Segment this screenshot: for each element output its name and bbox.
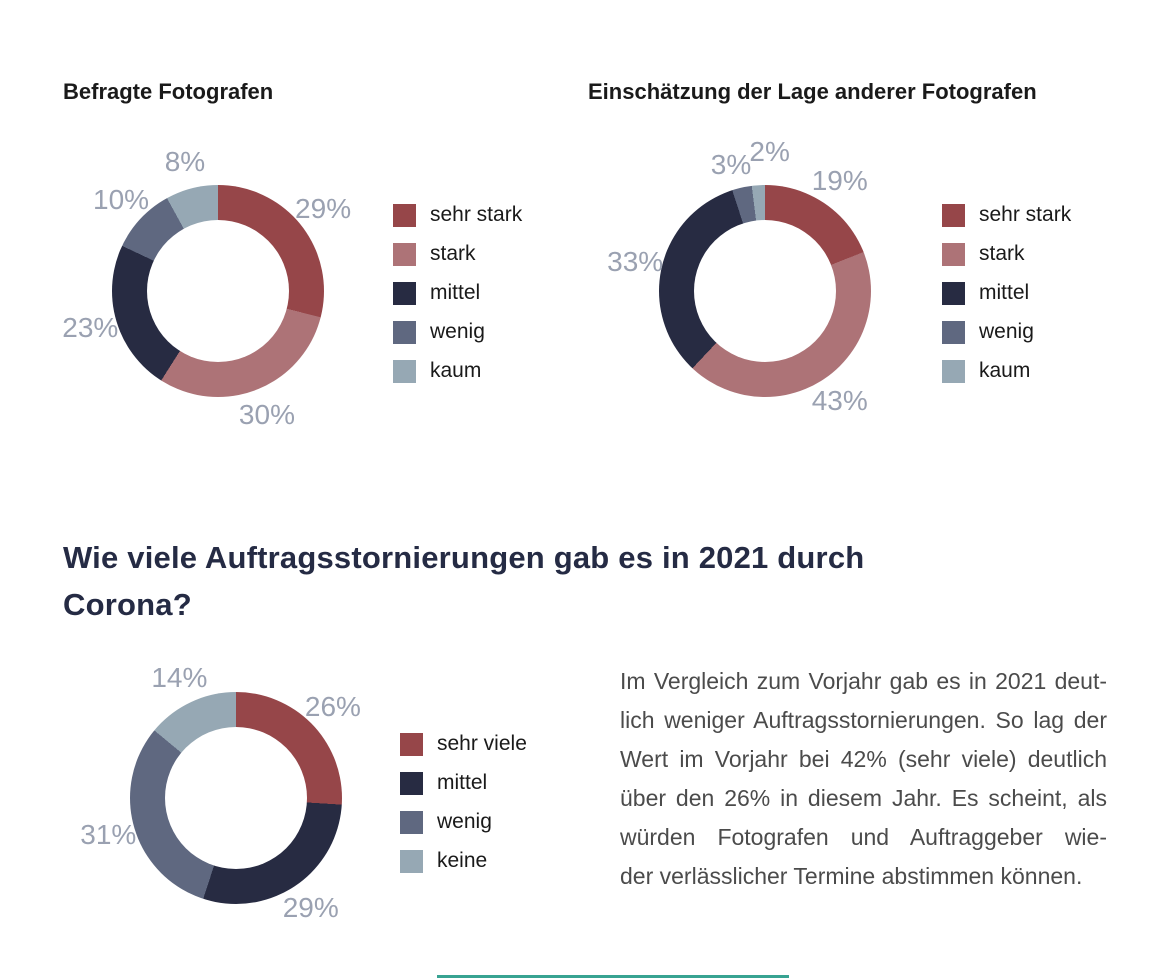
legend-item: sehr stark — [393, 203, 522, 227]
slice-percent-label: 31% — [80, 819, 137, 851]
slice-percent-label: 8% — [164, 146, 206, 178]
paragraph-line: der verlässlicher Termine abstimmen könn… — [620, 863, 1083, 889]
slice-percent-label: 2% — [749, 136, 790, 168]
legend-label: sehr stark — [979, 203, 1072, 226]
legend-swatch — [393, 203, 416, 227]
legend-item: mittel — [400, 771, 527, 795]
legend-item: wenig — [942, 320, 1071, 344]
paragraph-line: über den 26% in diesem Jahr. Es scheint,… — [620, 785, 1107, 811]
legend-swatch — [942, 203, 965, 227]
slice-percent-label: 29% — [282, 892, 339, 923]
legend-swatch — [393, 242, 416, 266]
slice-percent-label: 10% — [93, 183, 150, 215]
legend-swatch — [400, 849, 423, 873]
legend-swatch — [400, 771, 423, 795]
slice-percent-label: 30% — [238, 398, 295, 430]
donut-chart-einschaetzung — [659, 185, 871, 397]
section-heading-line2: Corona? — [63, 587, 192, 622]
legend-swatch — [393, 320, 416, 344]
legend-stornierungen: sehr viele mittel wenig keine — [400, 732, 527, 888]
legend-item: kaum — [942, 359, 1071, 383]
slice-percent-label: 33% — [607, 245, 664, 277]
donut-chart-stornierungen — [130, 692, 342, 904]
legend-label: sehr viele — [437, 732, 527, 755]
legend-label: stark — [979, 242, 1025, 265]
donut-hole — [165, 727, 307, 869]
legend-label: wenig — [430, 320, 485, 343]
chart-title-einschaetzung: Einschätzung der Lage anderer Fotografen — [588, 79, 1037, 104]
legend-swatch — [942, 281, 965, 305]
legend-label: mittel — [979, 281, 1030, 304]
legend-swatch — [942, 242, 965, 266]
legend-item: keine — [400, 849, 527, 873]
slice-percent-label: 26% — [304, 690, 361, 722]
legend-item: sehr stark — [942, 203, 1071, 227]
legend-item: mittel — [942, 281, 1071, 305]
legend-item: stark — [393, 242, 522, 266]
slice-percent-label: 19% — [811, 164, 868, 196]
legend-swatch — [393, 359, 416, 383]
paragraph-line: Wert im Vorjahr bei 42% (sehr viele) deu… — [620, 746, 1107, 772]
slice-percent-label: 43% — [811, 385, 868, 416]
donut-hole — [147, 220, 289, 362]
legend-label: keine — [437, 849, 488, 872]
legend-label: kaum — [430, 359, 482, 382]
legend-einschaetzung: sehr stark stark mittel wenig kaum — [942, 203, 1071, 398]
donut-hole — [694, 220, 836, 362]
chart-title-befragte-fotografen: Befragte Fotografen — [63, 79, 274, 104]
legend-swatch — [393, 281, 416, 305]
legend-item: sehr viele — [400, 732, 527, 756]
bottom-accent-line — [437, 975, 789, 978]
paragraph-line: würden Fotografen und Auftraggeber wie- — [620, 824, 1107, 850]
slice-percent-label: 23% — [62, 312, 119, 344]
legend-item: mittel — [393, 281, 522, 305]
legend-item: kaum — [393, 359, 522, 383]
section-heading-line1: Wie viele Auftragsstornierungen gab es i… — [63, 540, 865, 575]
slice-percent-label: 3% — [710, 149, 752, 181]
donut-chart-befragte-fotografen — [112, 185, 324, 397]
legend-swatch — [942, 320, 965, 344]
legend-swatch — [400, 810, 423, 834]
legend-befragte-fotografen: sehr stark stark mittel wenig kaum — [393, 203, 522, 398]
section-heading: Wie viele Auftragsstornierungen gab es i… — [63, 534, 864, 628]
legend-label: sehr stark — [430, 203, 523, 226]
legend-label: stark — [430, 242, 476, 265]
legend-swatch — [942, 359, 965, 383]
paragraph-line: lich weniger Auftragsstornierungen. So l… — [620, 707, 1107, 733]
legend-swatch — [400, 732, 423, 756]
legend-label: wenig — [979, 320, 1034, 343]
paragraph-line: Im Vergleich zum Vorjahr gab es in 2021 … — [620, 668, 1107, 694]
legend-item: wenig — [400, 810, 527, 834]
slice-percent-label: 14% — [151, 661, 208, 693]
legend-label: mittel — [430, 281, 481, 304]
legend-label: mittel — [437, 771, 488, 794]
legend-label: wenig — [437, 810, 492, 833]
legend-item: wenig — [393, 320, 522, 344]
body-paragraph: Im Vergleich zum Vorjahr gab es in 2021 … — [620, 662, 1107, 896]
legend-item: stark — [942, 242, 1071, 266]
legend-label: kaum — [979, 359, 1031, 382]
slice-percent-label: 29% — [295, 193, 352, 225]
